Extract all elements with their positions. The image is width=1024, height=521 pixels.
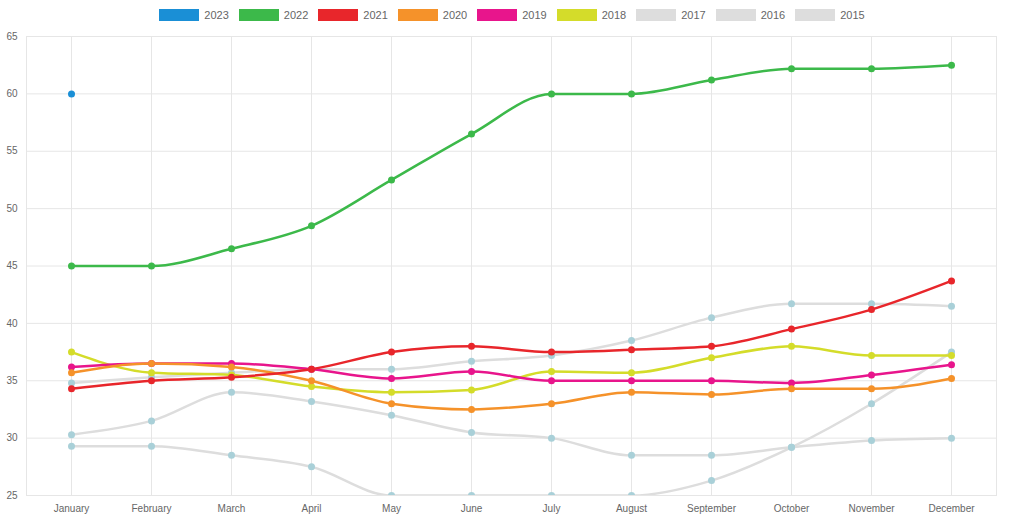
svg-text:65: 65 bbox=[6, 31, 18, 42]
svg-text:35: 35 bbox=[6, 375, 18, 386]
html-text:2017: 2017 bbox=[681, 9, 706, 21]
svg-text:September: September bbox=[687, 503, 737, 514]
svg-text:50: 50 bbox=[6, 203, 18, 214]
html-text:2016: 2016 bbox=[760, 9, 786, 21]
svg-text:October: October bbox=[774, 503, 810, 514]
svg-text:25: 25 bbox=[6, 490, 18, 501]
html-text:2021: 2021 bbox=[363, 9, 388, 21]
svg-text:30: 30 bbox=[6, 432, 18, 443]
svg-text:May: May bbox=[382, 503, 401, 514]
svg-text:July: July bbox=[543, 503, 561, 514]
html-text:2019: 2019 bbox=[522, 9, 547, 21]
svg-text:April: April bbox=[301, 503, 321, 514]
svg-text:40: 40 bbox=[6, 318, 18, 329]
html-text:2018: 2018 bbox=[601, 9, 627, 21]
svg-text:60: 60 bbox=[6, 88, 18, 99]
svg-text:January: January bbox=[54, 503, 90, 514]
svg-text:55: 55 bbox=[6, 145, 18, 156]
html-text:2022: 2022 bbox=[283, 9, 309, 21]
html-text:2015: 2015 bbox=[840, 9, 865, 21]
svg-text:February: February bbox=[131, 503, 171, 514]
svg-text:March: March bbox=[218, 503, 246, 514]
svg-text:45: 45 bbox=[6, 260, 18, 271]
html-text:2020: 2020 bbox=[442, 9, 468, 21]
html-text:2023: 2023 bbox=[204, 9, 229, 21]
svg-text:December: December bbox=[928, 503, 975, 514]
svg-text:August: August bbox=[616, 503, 647, 514]
svg-text:November: November bbox=[848, 503, 895, 514]
svg-text:June: June bbox=[461, 503, 483, 514]
